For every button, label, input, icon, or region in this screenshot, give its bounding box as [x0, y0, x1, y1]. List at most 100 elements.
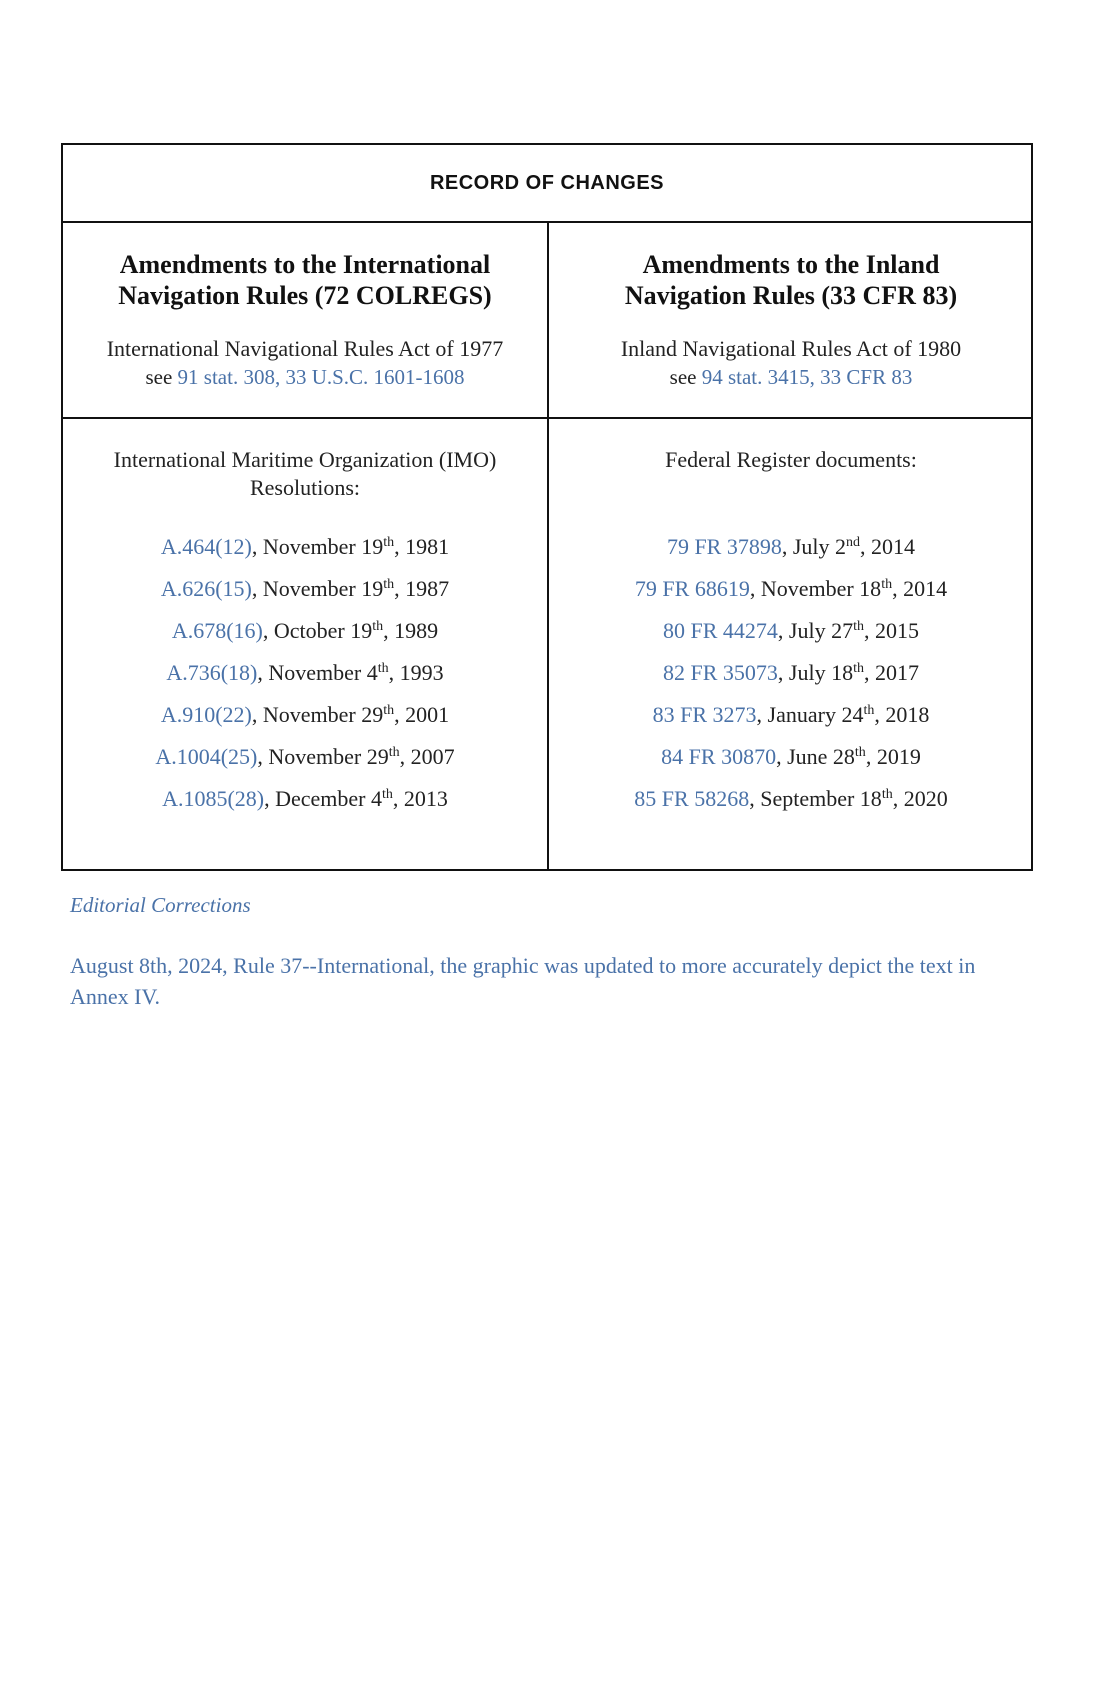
ordinal-suffix: th	[383, 577, 395, 592]
entry-date: , October 19	[262, 618, 373, 643]
table-title: RECORD OF CHANGES	[429, 171, 665, 194]
imo-resolutions-intro: International Maritime Organization (IMO…	[85, 446, 525, 502]
international-heading-line1: Amendments to the International	[119, 250, 491, 279]
international-heading-line2: Navigation Rules (72 COLREGS)	[118, 281, 492, 310]
record-of-changes-table: RECORD OF CHANGES Amendments to the Inte…	[61, 143, 1033, 871]
resolution-link[interactable]: A.910(22)	[160, 702, 252, 727]
federal-register-link[interactable]: 79 FR 37898	[666, 534, 782, 559]
inland-see-line: see 94 stat. 3415, 33 CFR 83	[549, 363, 1033, 391]
editorial-corrections-heading: Editorial Corrections	[70, 893, 251, 917]
table-title-row: RECORD OF CHANGES	[63, 145, 1031, 223]
entry-date: , July 27	[777, 618, 854, 643]
entry-date: , July 18	[777, 660, 854, 685]
entry-year: , 1981	[394, 534, 450, 559]
ordinal-suffix: th	[372, 619, 384, 634]
federal-register-link[interactable]: 83 FR 3273	[652, 702, 757, 727]
entry-date: , November 29	[257, 744, 389, 769]
entry-date: , November 4	[257, 660, 378, 685]
entry-date: , June 28	[776, 744, 855, 769]
federal-register-link[interactable]: 82 FR 35073	[663, 660, 778, 685]
federal-register-link[interactable]: 84 FR 30870	[661, 744, 777, 769]
international-see-prefix: see	[145, 365, 173, 389]
ordinal-suffix: th	[881, 577, 893, 592]
resolution-link[interactable]: A.1004(25)	[155, 744, 258, 769]
list-item: A.626(15), November 19th, 1987	[63, 568, 547, 610]
inland-heading-line2: Navigation Rules (33 CFR 83)	[624, 281, 958, 310]
entry-date: , January 24	[756, 702, 864, 727]
ordinal-suffix: th	[377, 661, 389, 676]
entry-date: , November 18	[749, 576, 882, 601]
editorial-correction-note: August 8th, 2024, Rule 37--International…	[70, 953, 976, 1009]
international-act: International Navigational Rules Act of …	[106, 336, 504, 361]
entry-date: , November 19	[251, 534, 384, 559]
federal-register-list: 79 FR 37898, July 2nd, 2014 79 FR 68619,…	[549, 526, 1033, 820]
inland-heading-line1: Amendments to the Inland	[642, 250, 940, 279]
resolution-link[interactable]: A.1085(28)	[162, 786, 265, 811]
ordinal-suffix: th	[881, 787, 893, 802]
international-see-line: see 91 stat. 308, 33 U.S.C. 1601-1608	[63, 363, 547, 391]
entry-year: , 1987	[394, 576, 450, 601]
entry-date: , December 4	[264, 786, 383, 811]
imo-intro-line2: Resolutions:	[249, 475, 360, 500]
ordinal-suffix: th	[382, 787, 393, 802]
resolution-link[interactable]: A.678(16)	[171, 618, 263, 643]
list-item: 82 FR 35073, July 18th, 2017	[549, 652, 1033, 694]
list-item: A.464(12), November 19th, 1981	[63, 526, 547, 568]
list-item: 79 FR 37898, July 2nd, 2014	[549, 526, 1033, 568]
inland-see-prefix: see	[669, 365, 697, 389]
entry-year: , 2015	[864, 618, 919, 643]
entry-year: , 2014	[860, 534, 916, 559]
row-divider	[63, 417, 1031, 419]
list-item: A.1004(25), November 29th, 2007	[63, 736, 547, 778]
entry-date: , September 18	[749, 786, 882, 811]
federal-register-cell: Federal Register documents: 79 FR 37898,…	[549, 419, 1033, 869]
entry-year: , 2007	[399, 744, 455, 769]
entry-year: , 2020	[892, 786, 948, 811]
federal-register-intro: Federal Register documents:	[665, 447, 917, 472]
list-item: A.678(16), October 19th, 1989	[63, 610, 547, 652]
list-item: A.736(18), November 4th, 1993	[63, 652, 547, 694]
entry-date: , November 19	[251, 576, 384, 601]
federal-register-link[interactable]: 85 FR 58268	[634, 786, 750, 811]
list-item: 84 FR 30870, June 28th, 2019	[549, 736, 1033, 778]
list-item: 85 FR 58268, September 18th, 2020	[549, 778, 1033, 820]
entry-year: , 2013	[392, 786, 448, 811]
inland-header-cell: Amendments to the Inland Navigation Rule…	[549, 223, 1033, 417]
ordinal-suffix: th	[854, 745, 866, 760]
list-item: A.1085(28), December 4th, 2013	[63, 778, 547, 820]
ordinal-suffix: th	[853, 661, 864, 676]
resolution-link[interactable]: A.736(18)	[166, 660, 258, 685]
entry-year: , 2018	[874, 702, 930, 727]
list-item: 80 FR 44274, July 27th, 2015	[549, 610, 1033, 652]
entry-year: , 2014	[892, 576, 948, 601]
international-header-cell: Amendments to the International Navigati…	[63, 223, 547, 417]
list-item: 83 FR 3273, January 24th, 2018	[549, 694, 1033, 736]
international-heading: Amendments to the International Navigati…	[95, 249, 515, 311]
entry-date: , November 29	[251, 702, 384, 727]
entry-date: , July 2	[781, 534, 847, 559]
entry-year: , 2017	[864, 660, 919, 685]
entry-year: , 1993	[388, 660, 444, 685]
ordinal-suffix: th	[388, 745, 400, 760]
ordinal-suffix: th	[863, 703, 875, 718]
inland-statute-link[interactable]: 94 stat. 3415, 33 CFR 83	[701, 365, 913, 389]
entry-year: , 2001	[394, 702, 450, 727]
column-divider	[547, 223, 549, 869]
inland-heading: Amendments to the Inland Navigation Rule…	[581, 249, 1001, 311]
entry-year: , 2019	[865, 744, 921, 769]
ordinal-suffix: th	[853, 619, 864, 634]
resolution-link[interactable]: A.626(15)	[160, 576, 252, 601]
resolution-link[interactable]: A.464(12)	[160, 534, 252, 559]
federal-register-link[interactable]: 80 FR 44274	[663, 618, 778, 643]
ordinal-suffix: th	[383, 535, 395, 550]
list-item: 79 FR 68619, November 18th, 2014	[549, 568, 1033, 610]
imo-resolutions-cell: International Maritime Organization (IMO…	[63, 419, 547, 869]
list-item: A.910(22), November 29th, 2001	[63, 694, 547, 736]
entry-year: , 1989	[383, 618, 439, 643]
ordinal-suffix: th	[383, 703, 395, 718]
imo-resolutions-list: A.464(12), November 19th, 1981 A.626(15)…	[63, 526, 547, 820]
federal-register-link[interactable]: 79 FR 68619	[634, 576, 750, 601]
international-statute-link[interactable]: 91 stat. 308, 33 U.S.C. 1601-1608	[177, 365, 465, 389]
imo-intro-line1: International Maritime Organization (IMO…	[113, 447, 497, 472]
inland-act: Inland Navigational Rules Act of 1980	[620, 336, 962, 361]
